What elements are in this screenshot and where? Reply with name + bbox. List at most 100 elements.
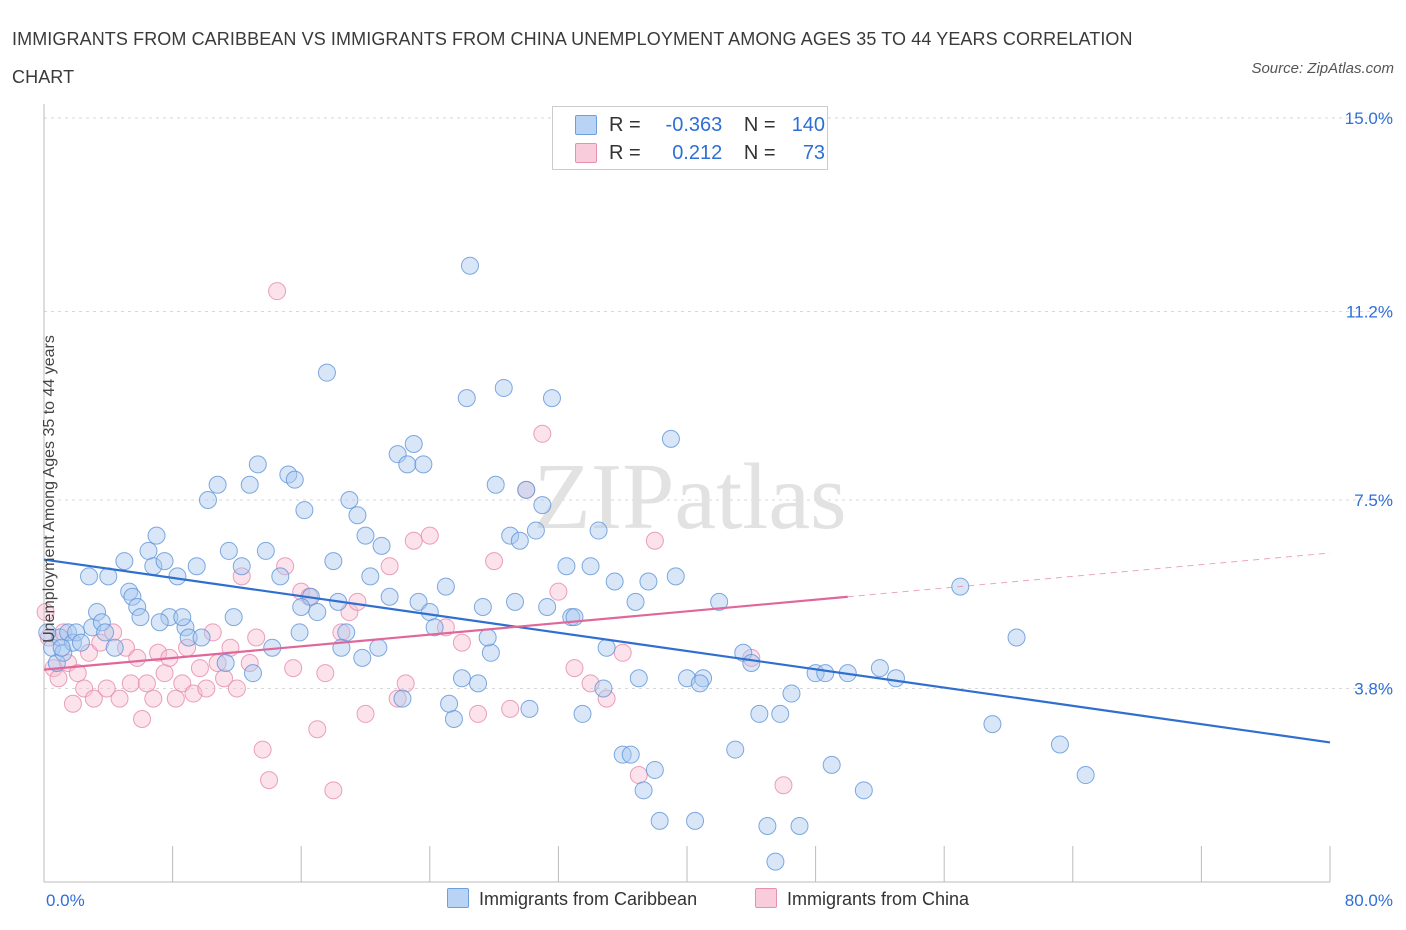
- caribbean-point: [589, 521, 608, 540]
- caribbean-point: [409, 592, 428, 611]
- china-point: [629, 766, 648, 785]
- caribbean-point: [594, 679, 613, 698]
- caribbean-point: [380, 587, 399, 606]
- caribbean-point: [248, 455, 267, 474]
- caribbean-point: [393, 689, 412, 708]
- caribbean-point: [726, 740, 745, 759]
- china-point: [268, 282, 287, 301]
- caribbean-point: [173, 608, 192, 627]
- caribbean-point: [538, 597, 557, 616]
- caribbean-point: [71, 633, 90, 652]
- caribbean-point: [398, 455, 417, 474]
- caribbean-point: [557, 557, 576, 576]
- caribbean-point: [52, 638, 71, 657]
- china-point: [253, 740, 272, 759]
- caribbean-point: [481, 643, 500, 662]
- china-point: [91, 633, 110, 652]
- caribbean-point: [208, 475, 227, 494]
- china-point: [240, 653, 259, 672]
- china-point: [68, 664, 87, 683]
- legend-n-value: 73: [802, 142, 826, 164]
- x-tick-label-min: 0.0%: [46, 891, 85, 910]
- caribbean-point: [198, 491, 217, 509]
- legend-r-label: R =: [609, 114, 641, 136]
- x-tick-label-max: 80.0%: [1344, 891, 1393, 910]
- bottom-legend-caribbean: Immigrants from Caribbean: [447, 888, 697, 910]
- caribbean-point: [131, 608, 150, 627]
- china-point: [36, 603, 55, 622]
- caribbean-point: [771, 704, 790, 723]
- china-point: [137, 674, 156, 693]
- china-point: [380, 557, 399, 576]
- china-point: [549, 582, 568, 601]
- caribbean-point: [639, 572, 658, 591]
- caribbean-point: [243, 664, 262, 683]
- caribbean-point: [505, 592, 524, 611]
- caribbean-point: [128, 597, 147, 616]
- china-point: [166, 689, 185, 708]
- china-point: [155, 664, 174, 683]
- caribbean-point: [440, 694, 459, 713]
- caribbean-point: [661, 429, 680, 448]
- china-point: [110, 689, 129, 708]
- china-point: [63, 694, 82, 713]
- caribbean-swatch: [575, 115, 597, 135]
- caribbean-point: [533, 496, 552, 515]
- china-point: [97, 679, 116, 698]
- caribbean-point: [645, 760, 664, 779]
- caribbean-point: [686, 811, 705, 830]
- caribbean-point: [742, 653, 761, 672]
- china-point: [501, 699, 520, 718]
- china-point: [203, 623, 222, 642]
- bottom-legend-caribbean-label: Immigrants from Caribbean: [479, 889, 698, 909]
- caribbean-point: [179, 628, 198, 647]
- china-point: [128, 648, 147, 667]
- caribbean-point: [621, 745, 640, 764]
- china-point: [396, 674, 415, 693]
- china-trend-line: [43, 595, 848, 671]
- china-point: [173, 674, 192, 693]
- caribbean-point: [758, 816, 777, 835]
- bottom-legend-china: Immigrants from China: [755, 888, 969, 910]
- china-point: [324, 781, 343, 800]
- y-tick-label: 7.5%: [1354, 491, 1393, 510]
- china-point: [284, 659, 303, 678]
- china-point: [533, 424, 552, 443]
- china-point: [316, 664, 335, 683]
- china-point: [485, 552, 504, 571]
- caribbean-point: [308, 603, 327, 622]
- china-point: [348, 592, 367, 611]
- caribbean-point: [425, 618, 444, 637]
- caribbean-point: [710, 592, 729, 611]
- china-point: [276, 557, 295, 576]
- china-swatch: [575, 143, 597, 163]
- caribbean-point: [694, 669, 713, 688]
- caribbean-point: [520, 699, 539, 718]
- caribbean-point: [634, 781, 653, 800]
- caribbean-point: [816, 664, 835, 683]
- caribbean-point: [96, 623, 115, 642]
- caribbean-point: [356, 526, 375, 545]
- caribbean-point: [517, 480, 536, 499]
- caribbean-point: [123, 587, 142, 606]
- china-point: [227, 679, 246, 698]
- caribbean-point: [192, 628, 211, 647]
- legend-r-value: -0.363: [665, 114, 723, 136]
- caribbean-point: [666, 567, 685, 586]
- china-point: [565, 659, 584, 678]
- caribbean-point: [372, 536, 391, 555]
- caribbean-point: [139, 541, 158, 560]
- caribbean-point: [501, 526, 520, 545]
- legend-n-value: 140: [791, 114, 826, 136]
- caribbean-point: [478, 628, 497, 647]
- caribbean-point: [629, 669, 648, 688]
- caribbean-point: [1076, 766, 1095, 785]
- china-point: [420, 526, 439, 545]
- caribbean-point: [92, 613, 111, 632]
- caribbean-point: [870, 659, 889, 678]
- caribbean-point: [80, 567, 99, 586]
- caribbean-point: [486, 475, 505, 494]
- caribbean-point: [353, 648, 372, 667]
- caribbean-point: [750, 704, 769, 723]
- caribbean-point: [573, 704, 592, 723]
